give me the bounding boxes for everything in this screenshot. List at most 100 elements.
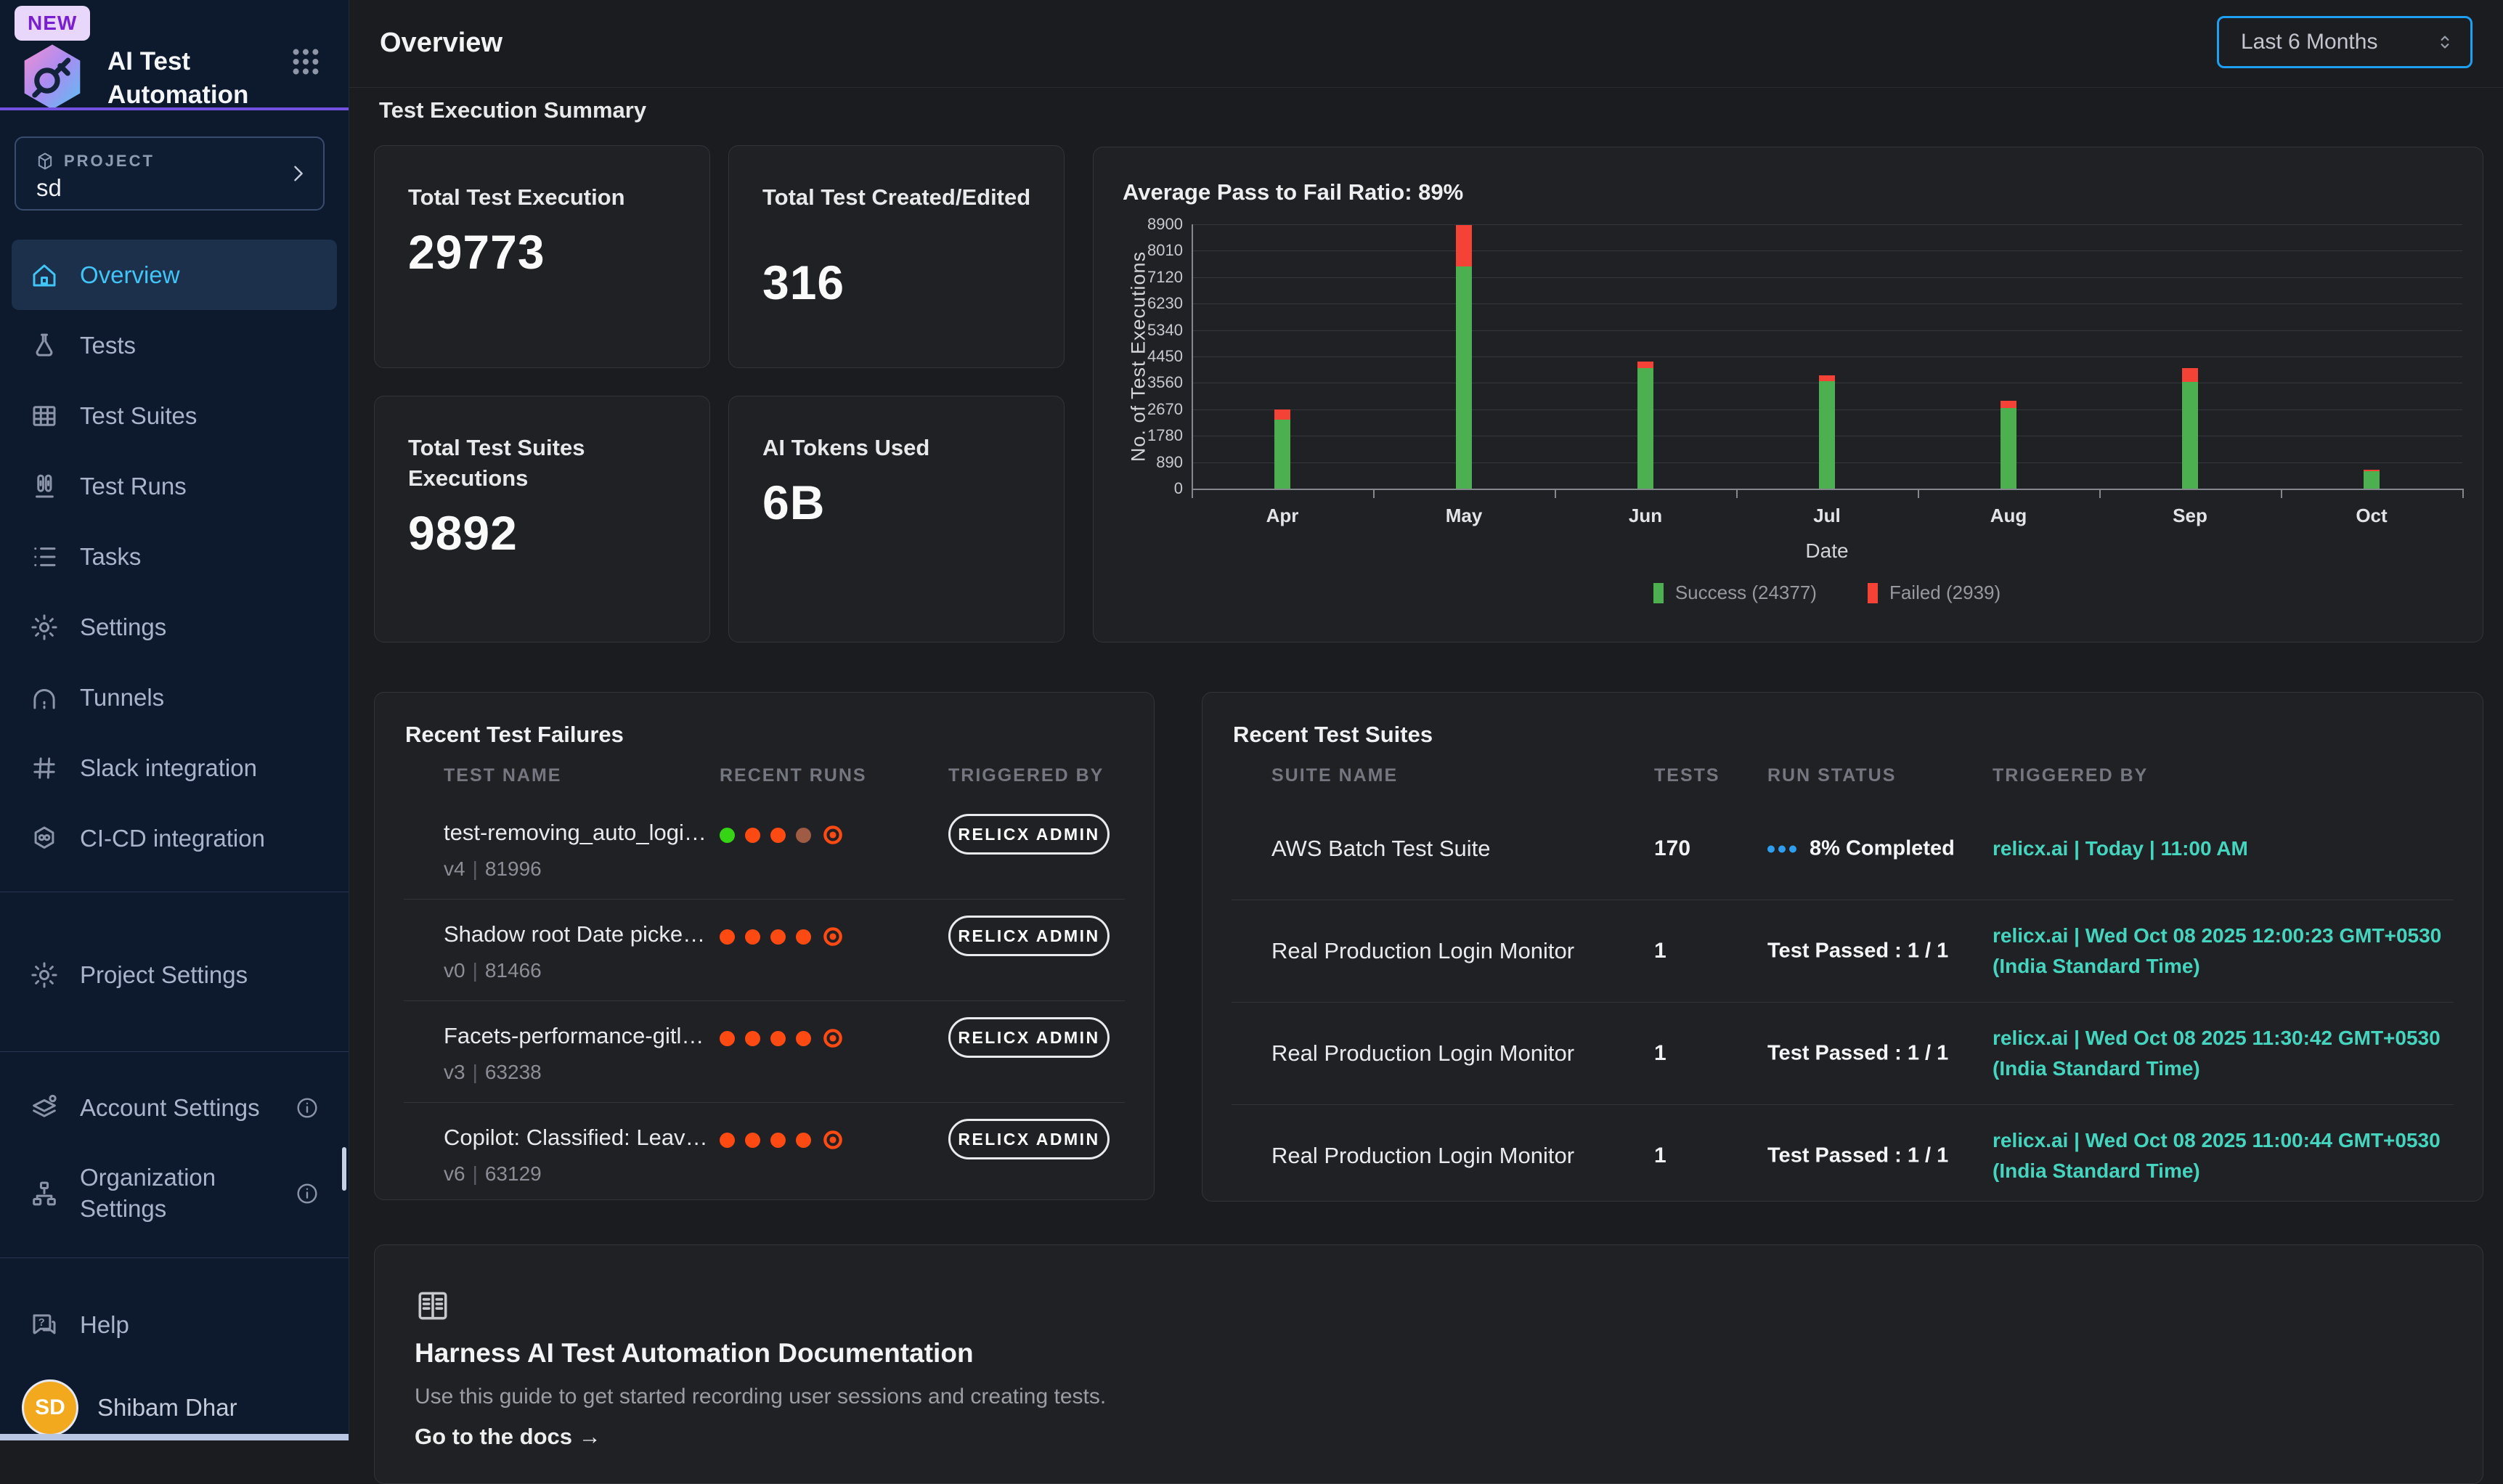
chart-x-tick-label: Sep xyxy=(2146,505,2234,527)
progress-dots-icon xyxy=(1767,845,1796,852)
triggered-by-button[interactable]: RELICX ADMIN xyxy=(948,916,1110,956)
test-name[interactable]: Copilot: Classified: Leave... xyxy=(444,1125,712,1151)
suite-name[interactable]: AWS Batch Test Suite xyxy=(1271,836,1635,862)
target-icon xyxy=(821,1027,844,1050)
chart-y-tick: 890 xyxy=(1103,453,1183,472)
chart-x-tickmark xyxy=(1373,489,1375,498)
chart-gridline xyxy=(1192,224,2462,225)
chart-y-tick: 2670 xyxy=(1103,400,1183,419)
run-status-dot-failed[interactable] xyxy=(796,929,811,945)
grid-icon xyxy=(29,401,60,431)
sidebar-item-ci-cd-integration[interactable]: CI-CD integration xyxy=(12,803,337,873)
sidebar-item-settings[interactable]: Settings xyxy=(12,592,337,662)
suite-name[interactable]: Real Production Login Monitor xyxy=(1271,938,1635,964)
user-name: Shibam Dhar xyxy=(97,1394,237,1422)
chart-x-axis xyxy=(1192,489,2462,490)
stat-card: Total Test Created/Edited 316 xyxy=(728,145,1065,368)
suite-triggered-by[interactable]: relicx.ai | Wed Oct 08 2025 12:00:23 GMT… xyxy=(1993,921,2457,982)
sidebar-scrollbar-thumb[interactable] xyxy=(342,1147,346,1191)
test-name[interactable]: test-removing_auto_login... xyxy=(444,820,712,846)
stat-value: 316 xyxy=(762,255,844,310)
chart-y-tick: 1780 xyxy=(1103,426,1183,445)
run-status-dot-failed[interactable] xyxy=(796,1133,811,1148)
suites-title: Recent Test Suites xyxy=(1233,722,1433,748)
sidebar-item-project-settings[interactable]: Project Settings xyxy=(12,939,337,1010)
bar-success xyxy=(2001,408,2016,489)
sidebar-item-slack-integration[interactable]: Slack integration xyxy=(12,733,337,803)
docs-link[interactable]: Go to the docs → xyxy=(415,1424,601,1450)
run-status-dot-failed[interactable] xyxy=(720,1031,735,1046)
legend-swatch xyxy=(1868,583,1878,603)
triggered-by-button[interactable]: RELICX ADMIN xyxy=(948,814,1110,855)
brand-accent-divider xyxy=(0,107,349,110)
sidebar-item-test-suites[interactable]: Test Suites xyxy=(12,380,337,451)
column-header: RECENT RUNS xyxy=(720,765,867,786)
legend-item: Failed (2939) xyxy=(1868,582,2001,604)
app-logo-icon xyxy=(16,41,89,116)
period-select[interactable]: Last 6 Months xyxy=(2217,16,2473,68)
run-status-dot-failed[interactable] xyxy=(745,929,760,945)
suite-name[interactable]: Real Production Login Monitor xyxy=(1271,1040,1635,1067)
sidebar-item-overview[interactable]: Overview xyxy=(12,240,337,310)
chart-y-tick: 8010 xyxy=(1103,241,1183,260)
sidebar-item-label: Tasks xyxy=(80,543,141,571)
bar-failed xyxy=(2001,401,2016,408)
sidebar-item-test-runs[interactable]: Test Runs xyxy=(12,451,337,521)
sidebar-item-account-settings[interactable]: Account Settings xyxy=(12,1072,337,1143)
chart-x-tickmark xyxy=(1736,489,1738,498)
suite-name[interactable]: Real Production Login Monitor xyxy=(1271,1143,1635,1169)
triggered-by-button[interactable]: RELICX ADMIN xyxy=(948,1119,1110,1159)
run-status-dot-failed[interactable] xyxy=(770,828,786,843)
chart-x-tickmark xyxy=(1555,489,1556,498)
run-status-dot-failed[interactable] xyxy=(796,1031,811,1046)
user-menu[interactable]: SD Shibam Dhar xyxy=(22,1379,237,1436)
sidebar-item-tests[interactable]: Tests xyxy=(12,310,337,380)
sidebar-horizontal-scrollbar[interactable] xyxy=(0,1434,349,1440)
bar-success xyxy=(1819,381,1835,489)
chart-x-tick-label: May xyxy=(1420,505,1507,527)
run-status-dot-passed[interactable] xyxy=(720,828,735,843)
failures-title: Recent Test Failures xyxy=(405,722,624,748)
run-status-dot-failed[interactable] xyxy=(770,929,786,945)
test-name[interactable]: Facets-performance-gitla... xyxy=(444,1023,712,1049)
run-status-dot-failed[interactable] xyxy=(720,1133,735,1148)
run-status-dot-failed[interactable] xyxy=(745,1031,760,1046)
chart-y-tick: 7120 xyxy=(1103,268,1183,287)
test-version-id: v3|63238 xyxy=(444,1061,542,1084)
run-status-dot-failed[interactable] xyxy=(770,1133,786,1148)
sidebar-item-tasks[interactable]: Tasks xyxy=(12,521,337,592)
run-status-dot-failed[interactable] xyxy=(745,1133,760,1148)
docs-title: Harness AI Test Automation Documentation xyxy=(415,1338,974,1369)
column-header: TESTS xyxy=(1654,765,1720,786)
suite-triggered-by[interactable]: relicx.ai | Wed Oct 08 2025 11:30:42 GMT… xyxy=(1993,1023,2457,1084)
run-status-dot-failed[interactable] xyxy=(770,1031,786,1046)
chart-gridline xyxy=(1192,277,2462,278)
topbar: Overview Last 6 Months xyxy=(349,0,2503,88)
stat-label: Total Test Created/Edited xyxy=(762,182,1035,213)
app-grid-icon[interactable] xyxy=(289,45,322,78)
run-status-dot-aborted[interactable] xyxy=(796,828,811,843)
section-title: Test Execution Summary xyxy=(379,97,646,123)
sidebar-item-help[interactable]: ? Help xyxy=(12,1289,337,1360)
docs-subtitle: Use this guide to get started recording … xyxy=(415,1385,1106,1409)
suite-row: Real Production Login Monitor1Test Passe… xyxy=(1232,900,2454,1003)
sidebar-nav: OverviewTestsTest SuitesTest Runs Tasks Se… xyxy=(12,240,337,873)
suite-triggered-by[interactable]: relicx.ai | Wed Oct 08 2025 11:00:44 GMT… xyxy=(1993,1125,2457,1186)
suite-run-status: Test Passed : 1 / 1 xyxy=(1767,1042,1948,1066)
column-header: TRIGGERED BY xyxy=(1993,765,2148,786)
project-selector[interactable]: PROJECT sd xyxy=(15,136,325,211)
test-name[interactable]: Shadow root Date picker ... xyxy=(444,921,712,947)
sidebar-item-organization-settings[interactable]: Organization Settings xyxy=(12,1143,337,1244)
triggered-by-button[interactable]: RELICX ADMIN xyxy=(948,1017,1110,1058)
sidebar-item-label: Slack integration xyxy=(80,754,257,782)
info-icon xyxy=(295,1096,320,1120)
stat-value: 6B xyxy=(762,475,825,530)
suite-tests-count: 170 xyxy=(1654,836,1690,861)
run-status-dot-failed[interactable] xyxy=(720,929,735,945)
suite-triggered-by[interactable]: relicx.ai | Today | 11:00 AM xyxy=(1993,833,2457,864)
run-status-dot-failed[interactable] xyxy=(745,828,760,843)
sidebar-item-tunnels[interactable]: Tunnels xyxy=(12,662,337,733)
project-box-icon xyxy=(35,151,55,171)
bar-success xyxy=(1456,266,1472,489)
chart-y-axis xyxy=(1192,224,1193,489)
